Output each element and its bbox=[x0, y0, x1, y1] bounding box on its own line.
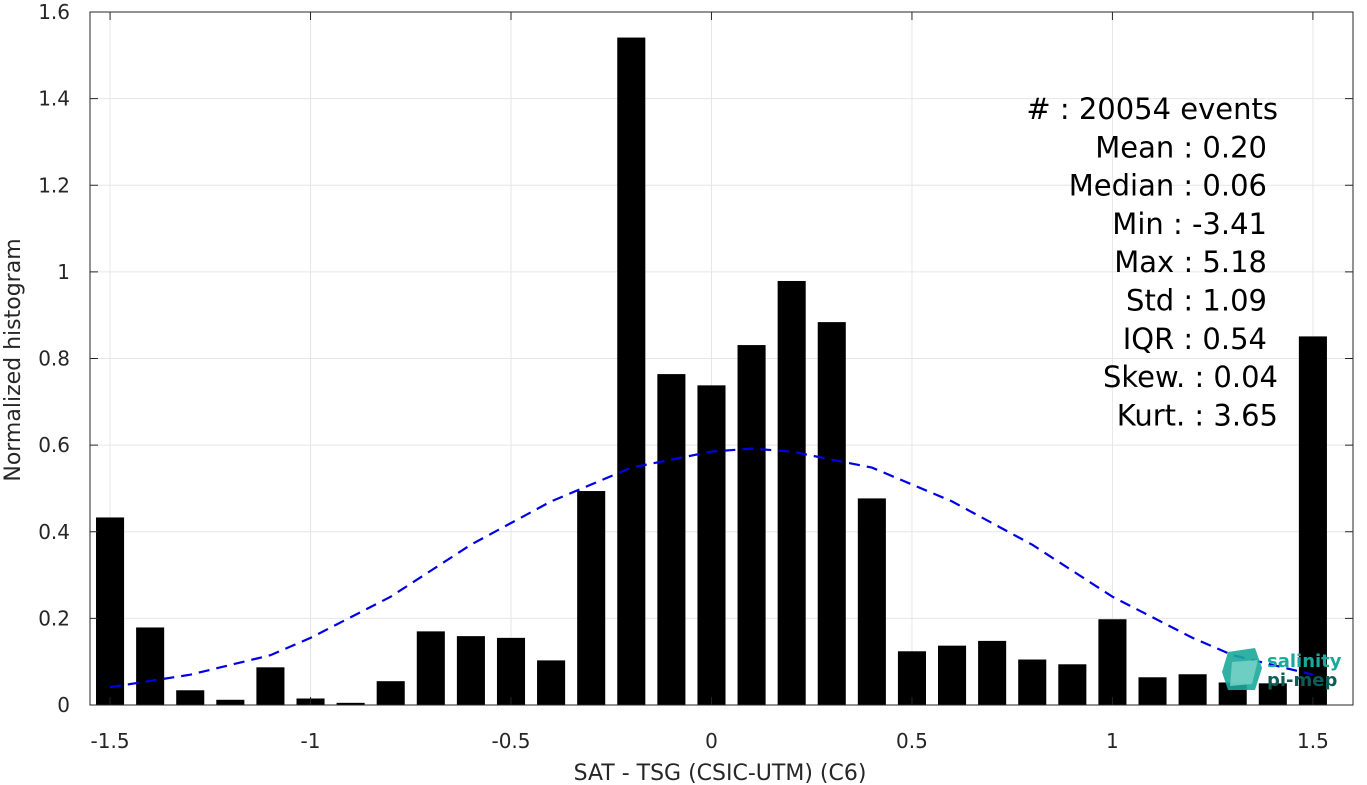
bar-10 bbox=[496, 637, 526, 705]
logo-line2: pi-mep bbox=[1267, 670, 1337, 691]
histogram-bars bbox=[96, 37, 1327, 705]
bar-27 bbox=[1178, 674, 1207, 705]
y-tick-label-5: 1 bbox=[57, 260, 70, 284]
bar-16 bbox=[737, 345, 766, 705]
stats-annotation: # : 20054 events Mean : 0.20 Median : 0.06… bbox=[1026, 92, 1278, 432]
stat-line-2: Median : 0.06 bbox=[1069, 169, 1267, 203]
stat-line-7: Skew. : 0.04 bbox=[1103, 360, 1278, 394]
y-tick-label-1: 0.2 bbox=[38, 606, 70, 630]
x-tick-label-1: -1 bbox=[301, 729, 321, 753]
y-axis-label: Normalized histogram bbox=[1, 238, 26, 481]
x-axis-label: SAT - TSG (CSIC-UTM) (C6) bbox=[574, 761, 867, 785]
logo-line1: salinity bbox=[1267, 651, 1342, 672]
x-tick-label-0: -1.5 bbox=[91, 729, 130, 753]
bar-7 bbox=[376, 681, 405, 705]
stat-line-6: IQR : 0.54 bbox=[1123, 322, 1267, 356]
normal-fit-curve bbox=[109, 447, 1314, 689]
bar-0 bbox=[96, 517, 125, 705]
y-tick-label-6: 1.2 bbox=[38, 173, 70, 197]
bar-22 bbox=[978, 640, 1007, 705]
bar-21 bbox=[938, 645, 967, 705]
bar-2 bbox=[176, 690, 205, 705]
stat-line-8: Kurt. : 3.65 bbox=[1117, 398, 1278, 432]
bar-3 bbox=[216, 699, 245, 705]
y-tick-label-4: 0.8 bbox=[38, 347, 70, 371]
bar-20 bbox=[897, 651, 926, 705]
x-axis-ticks: -1.5 -1 -0.5 0 0.5 1 1.5 bbox=[91, 12, 1329, 753]
bar-4 bbox=[256, 667, 285, 705]
stat-line-5: Std : 1.09 bbox=[1126, 284, 1267, 318]
stat-line-4: Max : 5.18 bbox=[1114, 245, 1267, 279]
bar-9 bbox=[456, 636, 485, 705]
y-axis-ticks: 0 0.2 0.4 0.6 0.8 1 1.2 1.4 1.6 bbox=[38, 0, 1353, 717]
x-tick-label-6: 1.5 bbox=[1297, 729, 1329, 753]
y-tick-label-7: 1.4 bbox=[38, 87, 70, 111]
bar-8 bbox=[416, 631, 445, 705]
stat-line-3: Min : -3.41 bbox=[1112, 207, 1267, 241]
bar-11 bbox=[537, 660, 566, 705]
x-tick-label-5: 1 bbox=[1106, 729, 1119, 753]
bar-26 bbox=[1138, 677, 1167, 705]
y-tick-label-2: 0.4 bbox=[38, 520, 70, 544]
y-tick-label-3: 0.6 bbox=[38, 433, 70, 457]
salinity-pimep-logo: salinity pi-mep bbox=[1222, 648, 1342, 691]
x-tick-label-2: -0.5 bbox=[491, 729, 530, 753]
bar-30 bbox=[1298, 336, 1327, 705]
bar-19 bbox=[857, 498, 886, 705]
bar-29 bbox=[1258, 683, 1287, 705]
bar-17 bbox=[777, 280, 806, 705]
bar-1 bbox=[136, 627, 165, 705]
bar-15 bbox=[697, 385, 726, 705]
bar-25 bbox=[1098, 619, 1127, 705]
bar-18 bbox=[817, 322, 846, 705]
y-tick-label-8: 1.6 bbox=[38, 0, 70, 24]
bar-14 bbox=[657, 374, 686, 705]
bar-12 bbox=[577, 491, 606, 705]
bar-23 bbox=[1018, 659, 1047, 705]
bar-24 bbox=[1058, 664, 1087, 705]
x-tick-label-4: 0.5 bbox=[896, 729, 928, 753]
x-tick-label-3: 0 bbox=[705, 729, 718, 753]
stat-line-0: # : 20054 events bbox=[1026, 92, 1278, 126]
y-tick-label-0: 0 bbox=[57, 693, 70, 717]
bar-13 bbox=[617, 37, 646, 705]
bar-6 bbox=[336, 702, 365, 705]
stat-line-1: Mean : 0.20 bbox=[1095, 130, 1267, 164]
logo-mark-highlight-icon bbox=[1230, 660, 1258, 686]
